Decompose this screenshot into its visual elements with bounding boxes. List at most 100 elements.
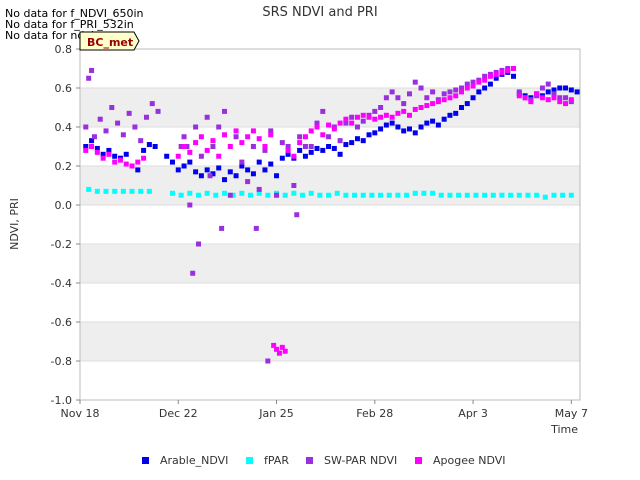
data-point: [302, 153, 308, 159]
data-point: [109, 105, 115, 110]
legend-label: fPAR: [264, 454, 289, 467]
data-point: [86, 75, 92, 81]
data-point: [482, 73, 488, 79]
no-data-note: No data for ndvi: [5, 29, 94, 42]
data-point: [389, 89, 395, 95]
plot-bands: [80, 88, 580, 361]
data-point: [297, 140, 303, 146]
data-point: [476, 79, 482, 85]
data-point: [508, 192, 514, 198]
data-point: [169, 190, 175, 196]
plot-band: [80, 244, 580, 283]
data-point: [256, 159, 262, 165]
data-point: [291, 153, 297, 159]
data-point: [112, 153, 118, 159]
data-point: [250, 128, 256, 134]
data-point: [216, 153, 222, 159]
data-point: [326, 122, 332, 128]
y-tick-label: 0.0: [55, 199, 73, 212]
data-point: [418, 85, 424, 91]
chart-title: SRS NDVI and PRI: [262, 5, 377, 20]
data-point: [360, 112, 366, 118]
data-point: [349, 114, 355, 120]
data-point: [563, 101, 569, 107]
data-point: [106, 147, 112, 153]
data-point: [233, 128, 239, 134]
data-point: [204, 167, 210, 173]
data-point: [184, 144, 190, 149]
data-point: [395, 124, 401, 130]
data-point: [499, 192, 505, 198]
data-point: [337, 120, 343, 126]
data-point: [314, 124, 320, 130]
data-point: [453, 87, 459, 93]
data-point: [383, 112, 389, 118]
data-point: [195, 192, 201, 198]
legend-label: Apogee NDVI: [433, 454, 506, 467]
data-point: [326, 144, 332, 149]
data-point: [146, 188, 152, 194]
data-point: [331, 126, 337, 132]
data-point: [216, 124, 222, 130]
data-point: [143, 114, 149, 120]
data-point: [256, 190, 262, 196]
data-point: [354, 124, 360, 130]
data-point: [511, 66, 517, 71]
data-point: [430, 101, 436, 107]
data-point: [372, 116, 378, 122]
data-point: [274, 173, 280, 179]
data-point: [227, 169, 233, 175]
data-point: [539, 95, 545, 101]
legend-label: SW-PAR NDVI: [324, 454, 397, 467]
x-tick-label: Nov 18: [61, 407, 100, 420]
data-point: [406, 112, 412, 118]
data-point: [106, 151, 112, 157]
data-point: [138, 138, 144, 144]
data-point: [89, 67, 95, 73]
data-point: [297, 134, 303, 140]
data-point: [300, 192, 306, 198]
data-point: [490, 192, 496, 198]
data-point: [464, 81, 470, 87]
data-point: [493, 75, 499, 81]
data-point: [528, 99, 534, 105]
data-point: [331, 145, 337, 151]
legend-swatch: [142, 457, 149, 464]
data-point: [337, 138, 343, 144]
data-point: [435, 99, 441, 105]
data-point: [516, 192, 522, 198]
x-axis: Nov 18 Dec 22 Jan 25 Feb 28 Apr 3 May 7: [61, 400, 588, 420]
data-point: [441, 116, 447, 122]
data-point: [250, 144, 256, 149]
data-point: [320, 147, 326, 153]
legend-item: Apogee NDVI: [415, 454, 506, 467]
data-point: [285, 147, 291, 153]
data-point: [320, 108, 326, 114]
data-point: [473, 192, 479, 198]
legend-item: fPAR: [246, 454, 289, 467]
data-point: [401, 108, 407, 114]
data-point: [233, 134, 239, 140]
data-point: [193, 124, 199, 130]
data-point: [574, 89, 580, 95]
data-point: [126, 110, 132, 116]
y-tick-label: -0.8: [51, 355, 72, 368]
data-point: [430, 89, 436, 95]
data-point: [262, 144, 268, 149]
data-point: [568, 192, 574, 198]
data-point: [366, 114, 372, 120]
data-point: [464, 192, 470, 198]
data-point: [499, 69, 505, 75]
data-point: [354, 114, 360, 120]
data-point: [482, 85, 488, 91]
x-tick-label: Jan 25: [258, 407, 293, 420]
legend-item: Arable_NDVI: [142, 454, 228, 467]
data-point: [412, 190, 418, 196]
data-point: [386, 192, 392, 198]
data-point: [302, 134, 308, 140]
data-point: [557, 85, 563, 91]
data-point: [207, 173, 213, 179]
data-point: [204, 114, 210, 120]
plot-band: [80, 166, 580, 205]
data-point: [421, 190, 427, 196]
